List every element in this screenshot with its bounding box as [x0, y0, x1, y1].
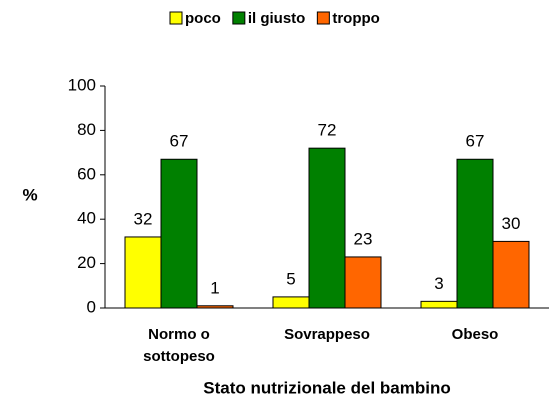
data-label: 1 — [210, 278, 219, 297]
legend-swatch — [316, 11, 330, 25]
x-tick-label: Sovrappeso — [284, 326, 370, 343]
bar — [124, 236, 162, 309]
bar — [308, 147, 346, 309]
bar — [492, 240, 530, 309]
legend-swatch — [232, 11, 246, 25]
data-label: 67 — [466, 132, 485, 151]
bar — [272, 296, 310, 309]
y-axis-label: % — [22, 185, 37, 204]
bar — [420, 300, 458, 309]
legend-label: il giusto — [248, 10, 306, 27]
data-label: 30 — [502, 214, 521, 233]
bar — [344, 256, 382, 309]
data-label: 32 — [134, 209, 153, 228]
y-tick-label: 40 — [77, 209, 96, 228]
legend-label: troppo — [332, 10, 379, 27]
data-label: 5 — [286, 269, 295, 288]
data-label: 67 — [170, 132, 189, 151]
y-tick-label: 20 — [77, 253, 96, 272]
bar — [160, 158, 198, 309]
data-label: 3 — [434, 274, 443, 293]
x-tick-label: Normo o sottopeso — [143, 326, 215, 365]
y-tick-label: 60 — [77, 164, 96, 183]
y-tick-label: 100 — [68, 75, 96, 94]
bar — [456, 158, 494, 309]
data-label: 72 — [318, 121, 337, 140]
y-tick-label: 0 — [87, 297, 96, 316]
x-axis-label: Stato nutrizionale del bambino — [203, 378, 450, 397]
x-tick-label: Obeso — [451, 326, 499, 343]
data-label: 23 — [354, 229, 373, 248]
bar — [196, 305, 234, 309]
legend-label: poco — [185, 10, 221, 27]
y-tick-label: 80 — [77, 120, 96, 139]
legend-swatch — [169, 11, 183, 25]
